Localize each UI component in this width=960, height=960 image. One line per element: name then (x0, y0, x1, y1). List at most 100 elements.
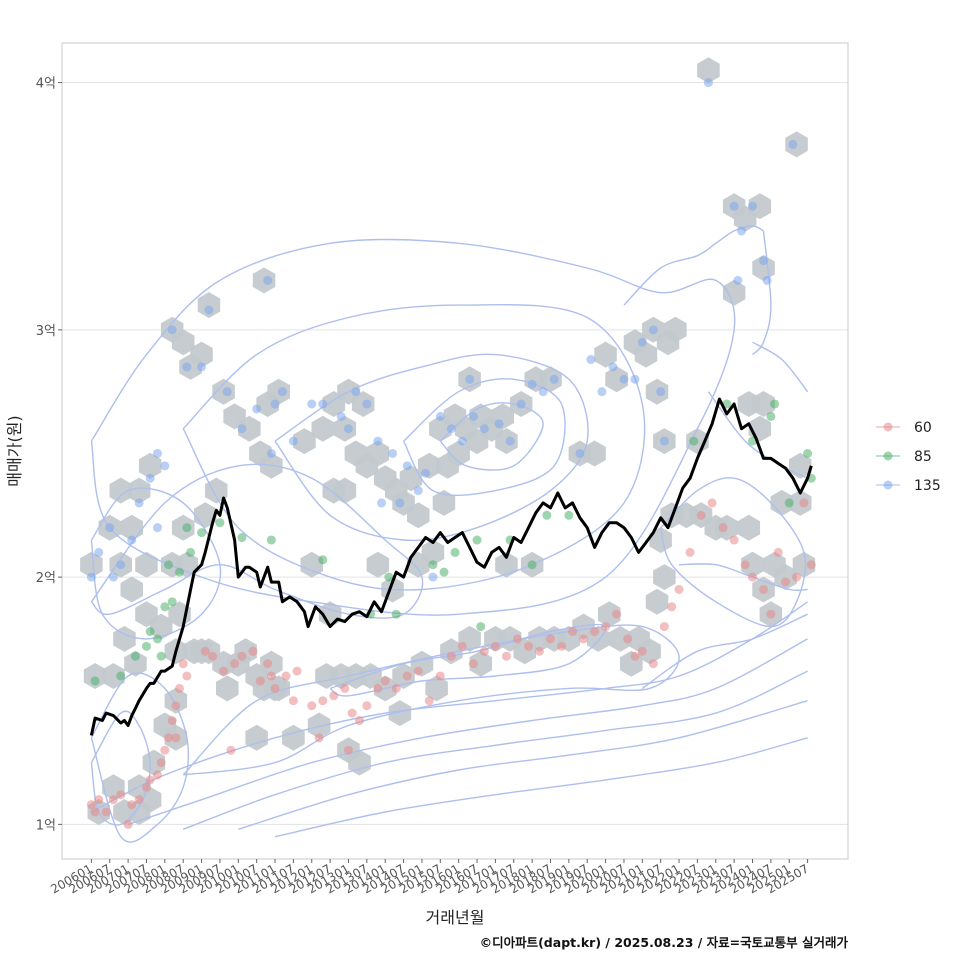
hex-bin (737, 514, 761, 541)
scatter-point-85 (215, 518, 225, 528)
scatter-point-60 (182, 671, 192, 681)
scatter-point-85 (784, 498, 794, 508)
scatter-point-60 (623, 634, 633, 644)
scatter-point-60 (171, 701, 181, 711)
scatter-point-85 (186, 547, 196, 557)
scatter-point-85 (770, 399, 780, 409)
scatter-point-135 (116, 560, 126, 570)
hex-bin (465, 428, 489, 455)
legend-label-135: 135 (914, 478, 941, 494)
scatter-point-85 (564, 510, 574, 520)
scatter-point-85 (90, 676, 100, 686)
scatter-point-135 (656, 387, 666, 397)
scatter-point-60 (156, 758, 166, 768)
scatter-point-85 (318, 555, 328, 565)
hex-bin (432, 489, 456, 516)
scatter-point-135 (736, 226, 746, 236)
scatter-point-60 (545, 634, 555, 644)
scatter-point-60 (523, 641, 533, 651)
hex-bin (149, 613, 173, 640)
scatter-point-135 (388, 448, 398, 458)
density-contour (329, 623, 607, 697)
scatter-point-60 (391, 683, 401, 693)
hex-bin (366, 440, 390, 467)
scatter-point-135 (277, 387, 287, 397)
scatter-point-60 (116, 790, 126, 800)
scatter-point-85 (182, 523, 192, 533)
legend: 60 85 135 (876, 420, 941, 494)
scatter-point-85 (689, 436, 699, 446)
hex-bin (774, 564, 797, 591)
scatter-point-85 (266, 535, 276, 545)
density-contour (127, 638, 808, 826)
scatter-point-135 (575, 448, 585, 458)
hex-bin (348, 749, 371, 776)
scatter-point-135 (586, 355, 596, 365)
scatter-point-60 (792, 572, 802, 582)
y-axis-title: 매매가(원) (5, 415, 24, 486)
hex-bin (407, 502, 430, 529)
y-axis: 1억 2억 3억 4억 (36, 77, 62, 833)
hex-bin (138, 786, 162, 813)
hex-bin (307, 712, 331, 739)
scatter-point-60 (373, 683, 383, 693)
scatter-point-135 (362, 399, 372, 409)
scatter-point-135 (527, 379, 537, 389)
scatter-point-60 (601, 622, 611, 632)
x-axis-title: 거래년월 (426, 908, 485, 927)
scatter-point-135 (182, 362, 192, 372)
scatter-point-60 (230, 659, 240, 669)
scatter-point-135 (237, 424, 247, 434)
scatter-point-60 (145, 775, 155, 785)
hex-bin (124, 650, 147, 677)
scatter-point-135 (748, 201, 758, 211)
scatter-point-135 (538, 387, 548, 397)
hex-bin (109, 477, 132, 504)
scatter-point-60 (435, 671, 445, 681)
scatter-point-135 (152, 448, 162, 458)
scatter-point-60 (167, 716, 177, 726)
density-contour (90, 463, 424, 619)
scatter-point-60 (446, 651, 456, 661)
scatter-point-135 (648, 325, 658, 335)
scatter-point-135 (145, 473, 155, 483)
scatter-point-60 (637, 646, 647, 656)
density-contour (238, 700, 808, 830)
scatter-point-60 (171, 733, 181, 743)
scatter-point-60 (200, 646, 210, 656)
scatter-point-60 (263, 659, 273, 669)
scatter-point-60 (685, 547, 695, 557)
hex-bin (748, 193, 772, 220)
scatter-point-layer (86, 78, 816, 829)
scatter-point-135 (351, 387, 361, 397)
hex-bin (142, 749, 166, 776)
scatter-point-135 (134, 498, 144, 508)
scatter-point-60 (355, 716, 365, 726)
hex-bin (138, 452, 162, 479)
hex-bin (653, 564, 676, 591)
scatter-point-135 (637, 337, 647, 347)
scatter-point-135 (435, 411, 445, 421)
scatter-point-135 (446, 424, 456, 434)
density-contour (182, 670, 808, 830)
scatter-point-60 (479, 646, 489, 656)
scatter-point-60 (667, 602, 677, 612)
scatter-point-60 (123, 819, 133, 829)
hex-bin (792, 551, 816, 578)
scatter-point-60 (248, 646, 258, 656)
scatter-point-85 (803, 448, 813, 458)
legend-label-60: 60 (914, 420, 932, 436)
scatter-point-135 (288, 436, 298, 446)
scatter-point-60 (175, 683, 185, 693)
scatter-point-135 (428, 572, 438, 582)
hex-bin (205, 477, 228, 504)
hex-bin (366, 551, 390, 578)
scatter-point-60 (380, 676, 390, 686)
scatter-point-85 (542, 510, 552, 520)
scatter-point-60 (152, 770, 162, 780)
hex-bin (102, 663, 125, 689)
scatter-point-60 (134, 795, 144, 805)
scatter-point-135 (373, 436, 383, 446)
scatter-point-60 (590, 627, 600, 637)
scatter-point-135 (204, 305, 214, 315)
